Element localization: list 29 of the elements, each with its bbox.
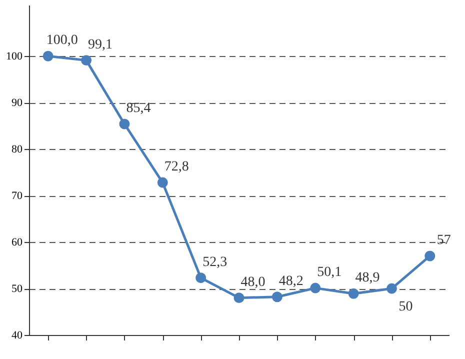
point — [119, 118, 130, 130]
point — [234, 292, 244, 304]
point — [196, 272, 206, 284]
data-label: 99,1 — [88, 37, 113, 52]
data-label: 50 — [398, 300, 413, 315]
data-label: 48,2 — [278, 274, 304, 289]
data-label: 100,0 — [46, 33, 78, 48]
point — [272, 292, 282, 302]
point — [310, 282, 321, 294]
point — [81, 55, 92, 66]
data-label: 52,3 — [202, 254, 228, 270]
data-label: 48,0 — [240, 274, 266, 290]
data-label: 50,1 — [317, 265, 342, 280]
data-label: 57 — [436, 232, 451, 248]
y-tick-label: 70 — [12, 190, 23, 202]
y-tick-label: 50 — [12, 283, 23, 296]
y-tick-label: 40 — [12, 330, 23, 342]
data-label: 72,8 — [164, 160, 189, 175]
point — [157, 177, 168, 188]
y-tick-label: 100 — [6, 50, 23, 63]
point — [348, 288, 359, 299]
data-label: 85,4 — [126, 100, 151, 116]
data-label: 48,9 — [355, 270, 380, 286]
y-tick-label: 60 — [12, 236, 23, 249]
y-tick-label: 90 — [12, 97, 23, 110]
y-tick-label: 80 — [12, 144, 23, 156]
point — [42, 50, 54, 62]
point — [424, 250, 436, 262]
point — [386, 283, 397, 294]
